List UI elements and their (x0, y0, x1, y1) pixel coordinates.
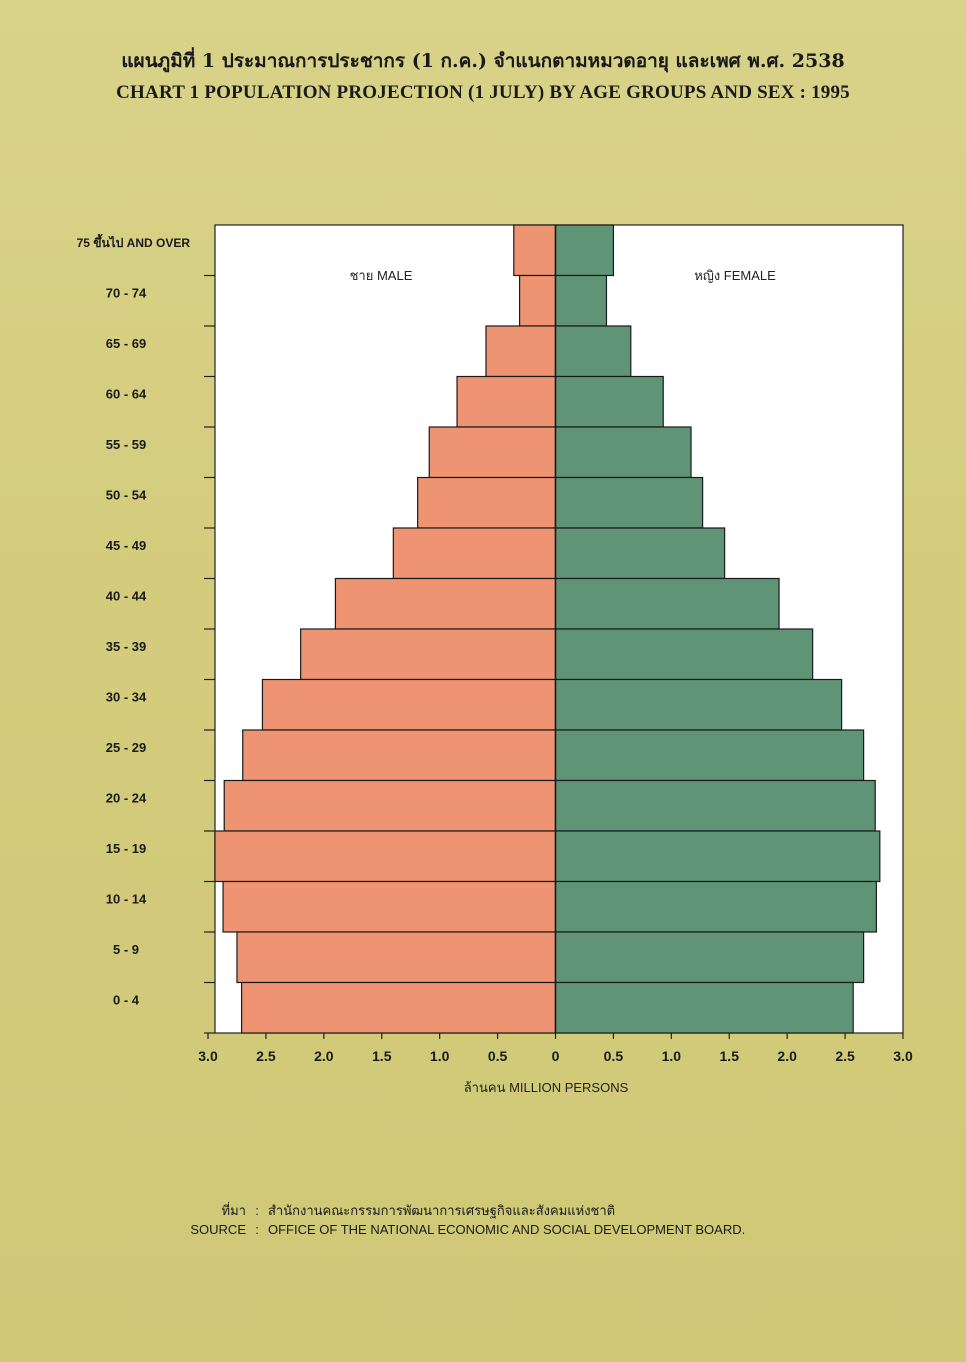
y-tick-label: 5 - 9 (113, 942, 139, 957)
chart-title-thai: แผนภูมิที่ 1 ประมาณการประชากร (1 ก.ค.) จ… (121, 50, 845, 72)
y-tick-label: 65 - 69 (106, 336, 146, 351)
bar-female (554, 981, 854, 1034)
y-tick-label: 40 - 44 (106, 589, 147, 604)
x-tick-label: 0.5 (488, 1048, 508, 1064)
x-tick-label: 3.0 (198, 1048, 218, 1064)
bar-male (518, 274, 557, 327)
legend-male-label: ชาย MALE (350, 268, 413, 283)
x-tick-label: 1.5 (372, 1048, 392, 1064)
bar-male (428, 426, 557, 479)
bar-female (554, 779, 876, 832)
y-ticks-group (204, 274, 215, 1034)
x-tick-label: 2.5 (835, 1048, 855, 1064)
bar-female (554, 931, 865, 984)
bar-female (554, 274, 608, 327)
source-text-thai: สำนักงานคณะกรรมการพัฒนาการเศรษฐกิจและสัง… (268, 1203, 616, 1218)
y-tick-label: 30 - 34 (106, 690, 147, 705)
x-tick-label: 2.0 (777, 1048, 797, 1064)
bar-female (554, 880, 877, 933)
bar-male (222, 880, 557, 933)
x-tick-label: 1.0 (662, 1048, 682, 1064)
y-tick-label: 60 - 64 (106, 387, 147, 402)
bar-male (392, 527, 557, 580)
y-tick-label: 15 - 19 (106, 841, 146, 856)
bar-female (554, 678, 843, 731)
source-label-thai: ที่มา (221, 1203, 246, 1218)
y-tick-label: 75 ขึ้นไป AND OVER (77, 233, 191, 250)
bar-male (236, 931, 557, 984)
x-tick-label: 1.0 (430, 1048, 450, 1064)
y-tick-label: 0 - 4 (113, 993, 140, 1008)
x-tick-label: 2.0 (314, 1048, 334, 1064)
x-axis-label: ล้านคน MILLION PERSONS (464, 1080, 629, 1095)
y-labels-group: 75 ขึ้นไป AND OVER 70 - 74 65 - 69 60 - 64 5… (77, 233, 191, 1008)
x-tick-label: 0.5 (604, 1048, 624, 1064)
bar-male (242, 729, 557, 782)
bar-male (334, 577, 557, 630)
y-tick-label: 70 - 74 (106, 286, 147, 301)
bar-female (554, 476, 704, 529)
x-tick-label: 3.0 (893, 1048, 913, 1064)
bar-male (240, 981, 557, 1034)
y-tick-label: 10 - 14 (106, 892, 147, 907)
x-tick-label: 0 (552, 1048, 560, 1064)
legend-female-label: หญิง FEMALE (694, 268, 776, 283)
bar-male (223, 779, 557, 832)
bar-male (513, 224, 557, 277)
source-line-english: SOURCE: OFFICE OF THE NATIONAL ECONOMIC A… (188, 1222, 745, 1237)
source-separator-thai: : (255, 1203, 259, 1218)
y-tick-label: 25 - 29 (106, 740, 146, 755)
x-ticks-group: 3.0 2.5 2.0 1.5 1.0 0.5 0 0.5 1.0 1.5 2.0 2.5 3.0 (198, 1033, 913, 1064)
bar-male (456, 375, 557, 428)
bar-male (417, 476, 557, 529)
y-tick-label: 45 - 49 (106, 538, 146, 553)
y-tick-label: 55 - 59 (106, 437, 146, 452)
source-separator-english: : (255, 1222, 259, 1237)
bar-female (554, 577, 780, 630)
bar-male (300, 628, 557, 681)
y-tick-label: 35 - 39 (106, 639, 146, 654)
x-tick-label: 2.5 (256, 1048, 276, 1064)
x-tick-label: 1.5 (720, 1048, 740, 1064)
bar-female (554, 325, 632, 378)
chart-title-english: CHART 1 POPULATION PROJECTION (1 JULY) B… (116, 82, 850, 103)
y-tick-label: 50 - 54 (106, 488, 147, 503)
bars-group (214, 224, 881, 1034)
bar-female (554, 224, 615, 277)
source-line-thai: ที่มา: สำนักงานคณะกรรมการพัฒนาการเศรษฐกิจ… (188, 1200, 616, 1221)
bar-female (554, 628, 814, 681)
bar-female (554, 527, 726, 580)
source-label-english: SOURCE (190, 1222, 246, 1237)
bar-female (554, 729, 865, 782)
bar-female (554, 375, 664, 428)
bar-male (485, 325, 557, 378)
y-tick-label: 20 - 24 (106, 791, 147, 806)
source-text-english: OFFICE OF THE NATIONAL ECONOMIC AND SOCI… (268, 1222, 746, 1237)
bar-female (554, 426, 692, 479)
bar-male (214, 830, 557, 883)
bar-female (554, 830, 881, 883)
bar-male (261, 678, 557, 731)
